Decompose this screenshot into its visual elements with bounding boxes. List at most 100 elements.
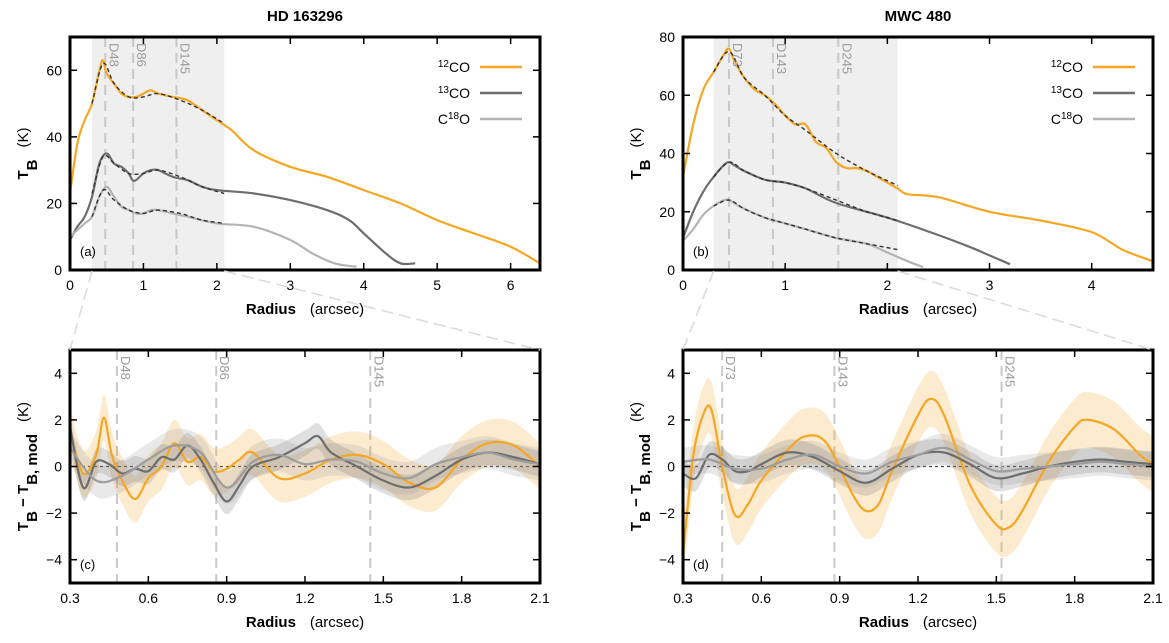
y-axis-label: TB − TB, mod(K) [628, 402, 654, 531]
shaded-region [92, 37, 225, 270]
legend-label: 12CO [1051, 59, 1083, 76]
x-tick-label: 0.9 [830, 590, 850, 606]
x-tick-label: 0.6 [139, 590, 159, 606]
y-tick-label: 60 [659, 87, 675, 103]
series-line-12CO [70, 416, 540, 501]
legend: 12CO 13CO C18O [1051, 59, 1135, 128]
shaded-region [713, 37, 898, 270]
zoom-connector [682, 270, 715, 351]
x-tick-label: 1.5 [374, 590, 394, 606]
panel-label: (d) [693, 557, 709, 572]
legend-label: 12CO [438, 59, 470, 76]
x-tick-label: 0.6 [752, 590, 772, 606]
gap-marker-label: D145 [177, 43, 192, 74]
x-tick-label: 1.8 [452, 590, 472, 606]
model-line [713, 50, 898, 187]
panel-label: (b) [693, 244, 709, 259]
uncertainty-band-13CO [70, 414, 540, 515]
x-tick-label: 4 [360, 277, 368, 293]
gap-marker-label: D143 [774, 43, 789, 74]
x-tick-label: 0 [66, 277, 74, 293]
legend: 12CO 13CO C18O [438, 59, 522, 128]
zoom-connector [69, 270, 93, 351]
y-tick-label: 0 [54, 459, 62, 475]
y-tick-label: 0 [667, 459, 675, 475]
zoom-connector [897, 270, 1154, 351]
uncertainty-band-12CO [70, 394, 540, 523]
gap-marker-label: D245 [1003, 356, 1018, 387]
gap-marker-label: D86 [217, 356, 232, 380]
y-tick-label: 20 [46, 195, 62, 211]
gap-marker-label: D145 [371, 356, 386, 387]
gap-marker-label: D48 [118, 356, 133, 380]
x-tick-label: 6 [507, 277, 515, 293]
y-axis-label: TB − TB, mod(K) [15, 402, 41, 531]
y-axis-label: TB(K) [15, 127, 41, 179]
series-line-13CO [683, 161, 1011, 266]
y-tick-label: −4 [659, 552, 675, 568]
uncertainty-band-C18O [683, 433, 1153, 488]
panel-d: D73 D143 D245 0.3 0.6 0.9 1.2 1.5 1.8 2.1 −4 −2 0 2 4 R… [628, 348, 1163, 631]
x-tick-label: 0.3 [60, 590, 80, 606]
model-line [91, 154, 225, 195]
y-tick-label: 4 [54, 365, 62, 381]
series-line-C18O [683, 446, 1153, 475]
x-tick-label: 4 [1088, 277, 1096, 293]
plot-area [70, 37, 540, 270]
x-axis-label: Radius (arcsec) [246, 614, 364, 631]
model-line [91, 62, 225, 125]
y-tick-label: −2 [46, 505, 62, 521]
y-tick-label: 0 [54, 262, 62, 278]
y-tick-label: 0 [667, 262, 675, 278]
x-tick-label: 1 [781, 277, 789, 293]
model-line [91, 188, 225, 225]
panel-label: (a) [80, 244, 96, 259]
y-tick-label: −2 [659, 505, 675, 521]
y-axis-label: TB(K) [628, 127, 654, 179]
model-line [713, 199, 898, 251]
y-tick-label: 80 [659, 29, 675, 45]
series-line-13CO [70, 152, 416, 266]
x-tick-label: 1.2 [908, 590, 928, 606]
x-tick-label: 3 [986, 277, 994, 293]
x-tick-label: 0 [679, 277, 687, 293]
gap-marker-label: D73 [723, 356, 738, 380]
x-tick-label: 2.1 [1143, 590, 1163, 606]
y-tick-label: 2 [54, 412, 62, 428]
plot-area [683, 37, 1153, 270]
x-tick-label: 2 [213, 277, 221, 293]
uncertainty-band-12CO [683, 371, 1153, 583]
x-tick-label: 5 [433, 277, 441, 293]
x-axis-label: Radius (arcsec) [859, 301, 977, 318]
zoom-connector [224, 270, 541, 351]
plot-area [70, 350, 540, 583]
series-line-13CO [683, 450, 1153, 484]
y-tick-label: 2 [667, 412, 675, 428]
panel-title: MWC 480 [885, 8, 952, 25]
gap-marker-label: D48 [106, 43, 121, 67]
gap-marker-label: D143 [835, 356, 850, 387]
gap-marker-label: D86 [134, 43, 149, 67]
y-tick-label: 40 [46, 129, 62, 145]
series-line-C18O [70, 444, 540, 489]
series-line-12CO [683, 47, 1153, 263]
panel-label: (c) [80, 557, 95, 572]
panel-title: HD 163296 [267, 8, 343, 25]
legend-label: 13CO [438, 85, 470, 102]
x-axis-label: Radius (arcsec) [246, 301, 364, 318]
x-axis-label: Radius (arcsec) [859, 614, 977, 631]
x-tick-label: 3 [286, 277, 294, 293]
x-tick-label: 2.1 [530, 590, 550, 606]
y-tick-label: 4 [667, 365, 675, 381]
x-tick-label: 0.3 [673, 590, 693, 606]
y-tick-label: 20 [659, 204, 675, 220]
gap-marker-label: D73 [730, 43, 745, 67]
legend-label: C18O [438, 111, 470, 128]
legend-label: C18O [1051, 111, 1083, 128]
x-tick-label: 1.8 [1065, 590, 1085, 606]
y-tick-label: 60 [46, 62, 62, 78]
y-tick-label: −4 [46, 552, 62, 568]
